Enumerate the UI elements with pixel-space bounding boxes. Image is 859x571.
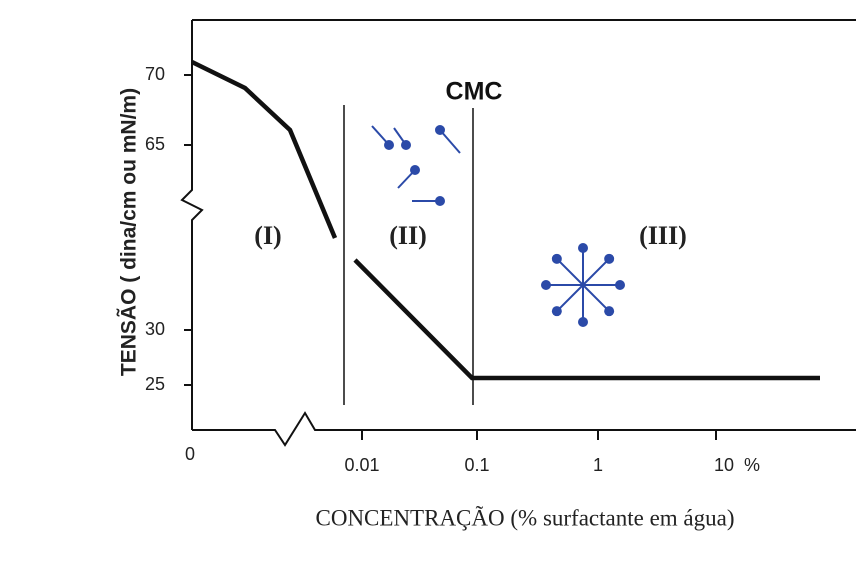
y-tick-label: 65 (145, 134, 165, 154)
frame (180, 19, 856, 447)
head (551, 306, 562, 317)
tail (556, 258, 584, 286)
x-axis-title: CONCENTRAÇÃO (% surfactante em água) (316, 505, 735, 530)
y-tick-label: 30 (145, 319, 165, 339)
molecules (371, 125, 461, 206)
head (578, 317, 588, 327)
region-label: (II) (389, 221, 427, 250)
head (541, 280, 551, 290)
cmc-label: CMC (446, 78, 503, 106)
x-tick-label: 0.01 (344, 455, 379, 475)
y-tick-label: 70 (145, 64, 165, 84)
x-tick-label: 1 (593, 455, 603, 475)
micelle (541, 243, 625, 327)
region-label: (I) (254, 221, 281, 250)
curve (191, 59, 820, 381)
head (604, 306, 615, 317)
x-tick-label: 0.1 (464, 455, 489, 475)
tail (556, 284, 584, 312)
x-tick-label: 0 (185, 444, 195, 464)
head (551, 253, 562, 264)
head (578, 243, 588, 253)
head (615, 280, 625, 290)
y-axis-title: TENSÃO ( dina/cm ou mN/m) (118, 88, 141, 376)
head (604, 253, 615, 264)
tail (582, 258, 610, 286)
tail (582, 284, 610, 312)
y-tick-label: 25 (145, 374, 165, 394)
x-tick-label: 10 % (714, 455, 760, 475)
region-label: (III) (639, 221, 687, 250)
